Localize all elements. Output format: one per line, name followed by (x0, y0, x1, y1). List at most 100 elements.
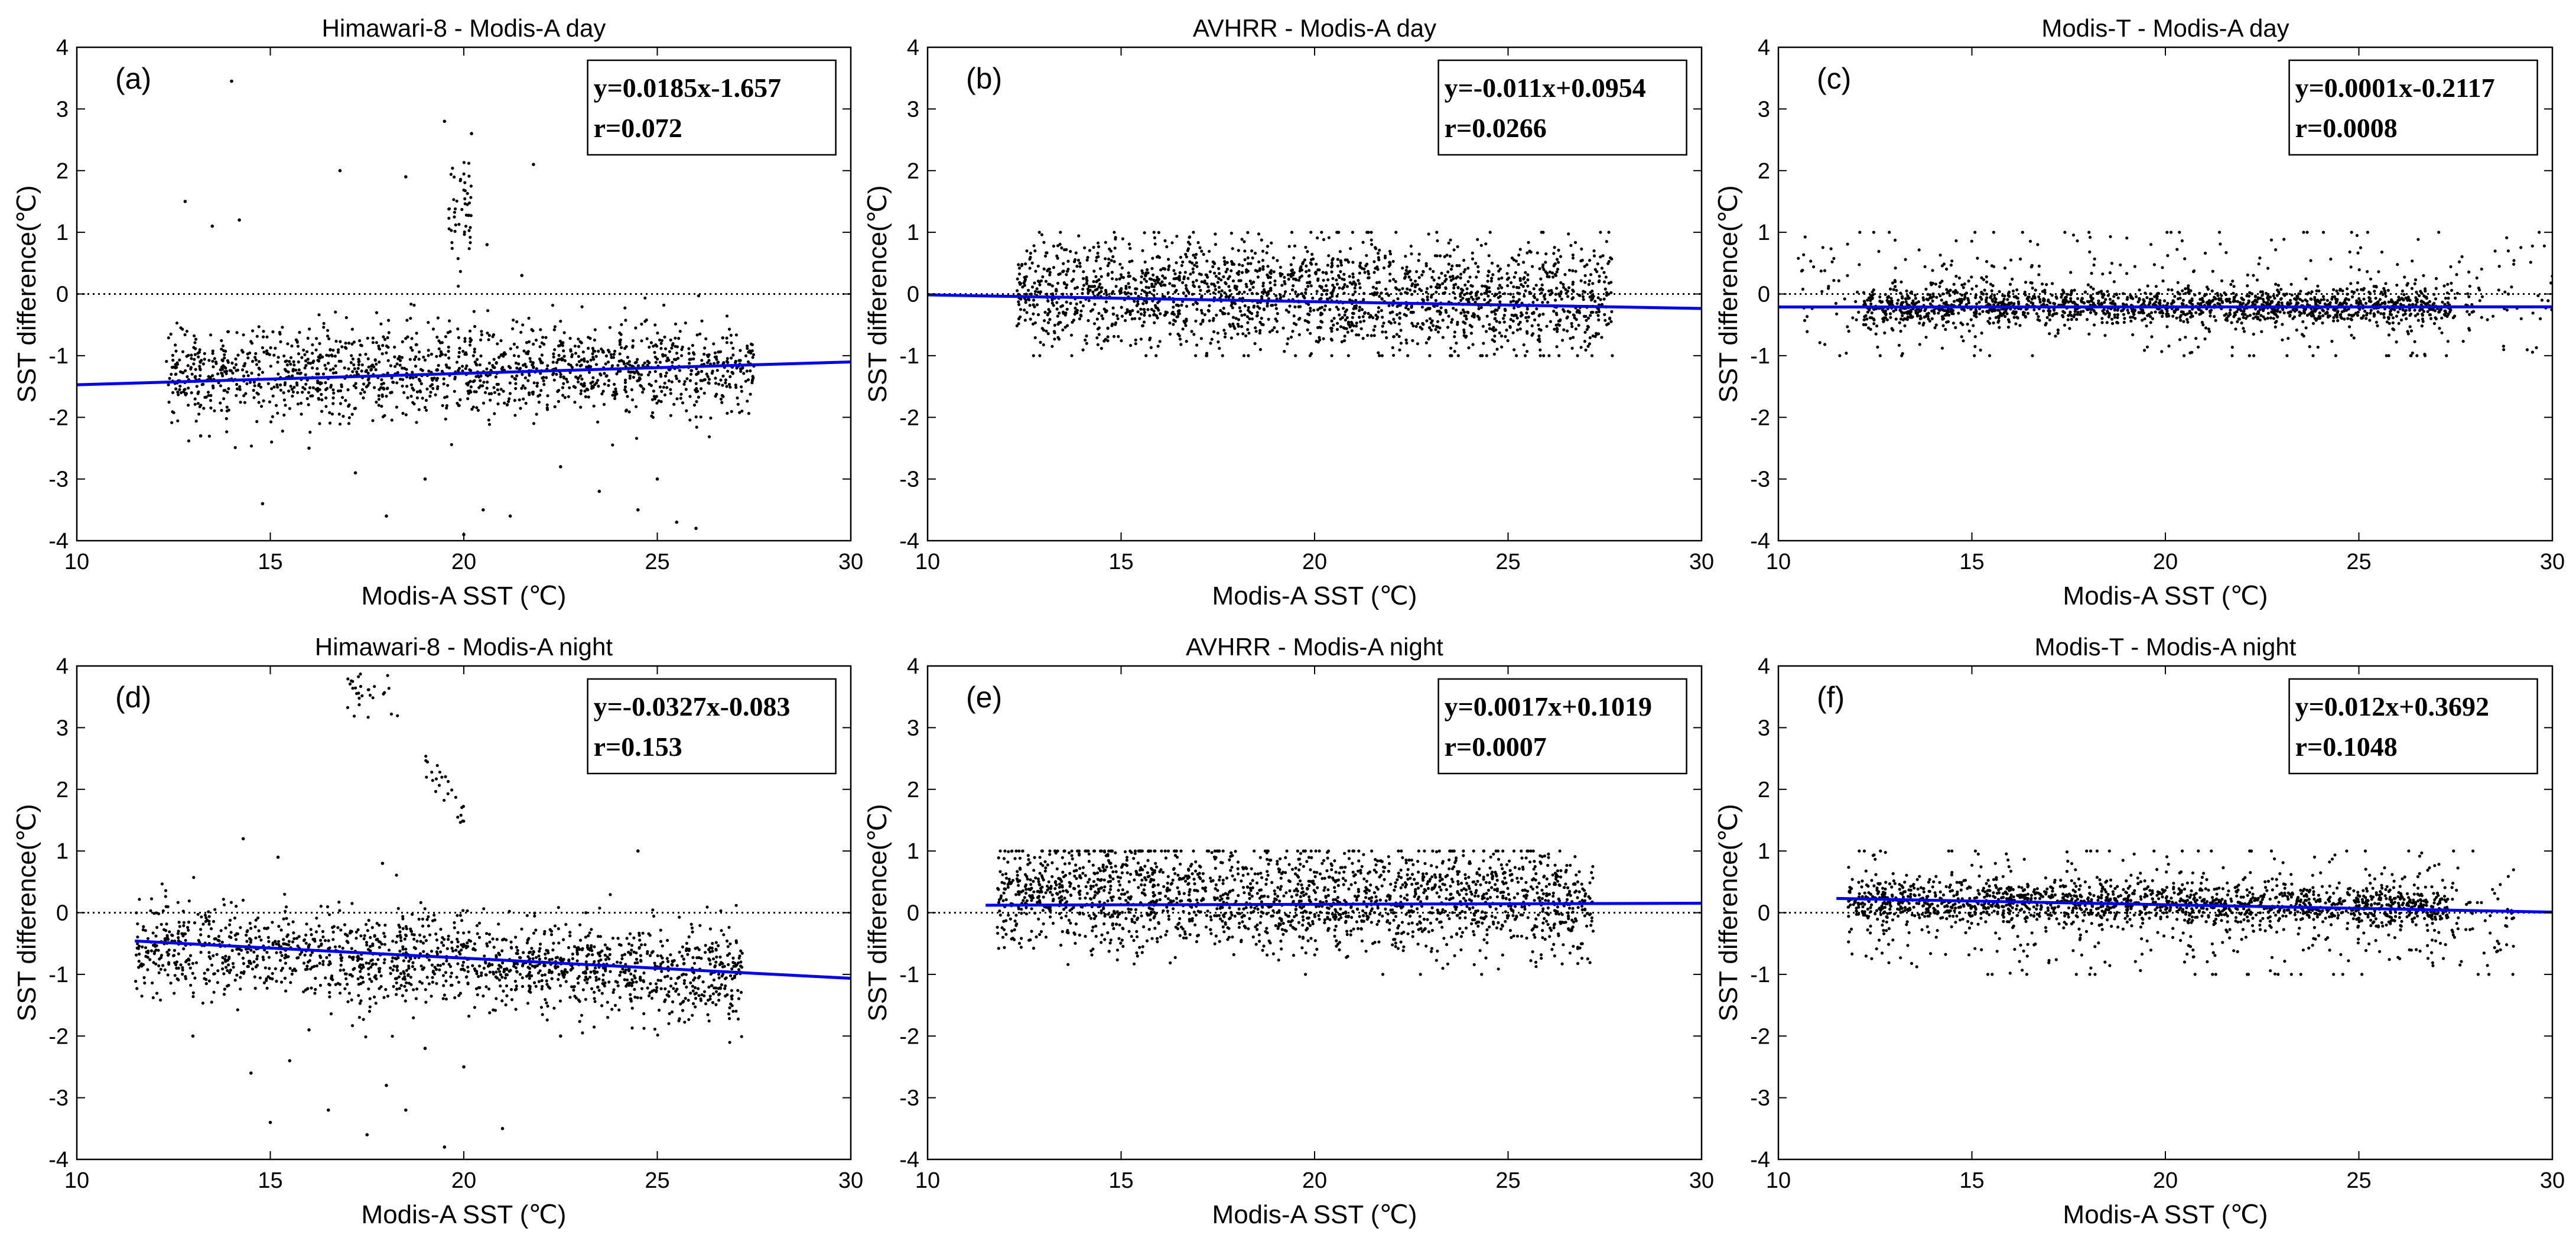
data-point (1522, 343, 1526, 347)
data-point (706, 375, 710, 378)
data-point (1357, 333, 1361, 337)
data-point (751, 356, 754, 359)
data-point (1095, 317, 1099, 321)
data-point (1413, 290, 1417, 293)
data-point (1335, 278, 1338, 282)
data-point (430, 376, 434, 381)
data-point (1436, 330, 1440, 334)
data-point (1426, 295, 1429, 299)
data-point (290, 344, 294, 348)
data-point (619, 369, 622, 373)
data-point (1590, 354, 1594, 358)
data-point (248, 351, 252, 355)
data-point (1581, 295, 1585, 298)
data-point (580, 305, 584, 308)
data-point (1258, 347, 1262, 352)
data-point (1280, 284, 1284, 287)
data-point (322, 321, 326, 325)
data-point (1230, 269, 1233, 272)
data-point (2107, 312, 2111, 316)
data-point (1348, 298, 1352, 302)
data-point (1484, 242, 1488, 246)
data-point (359, 392, 363, 395)
data-point (242, 364, 246, 368)
data-point (487, 334, 491, 337)
data-point (725, 341, 728, 345)
data-point (211, 352, 214, 355)
data-point (1409, 310, 1413, 314)
data-point (552, 378, 556, 382)
data-point (232, 366, 236, 369)
data-point (2230, 321, 2233, 324)
data-point (190, 357, 193, 360)
data-point (626, 362, 629, 365)
data-point (1179, 255, 1182, 259)
data-point (1224, 281, 1227, 284)
data-point (1372, 328, 1375, 332)
data-point (415, 421, 418, 424)
data-point (2209, 314, 2212, 318)
data-point (254, 358, 258, 362)
data-point (187, 386, 190, 390)
data-point (211, 359, 214, 363)
data-point (1078, 261, 1082, 265)
data-point (2032, 308, 2036, 311)
data-point (725, 336, 728, 340)
data-point (1466, 310, 1469, 314)
data-point (256, 392, 260, 396)
data-point (418, 350, 421, 354)
data-point (2391, 316, 2395, 320)
data-point (1450, 320, 1453, 324)
data-point (1925, 312, 1929, 316)
data-point (1465, 317, 1468, 321)
data-point (2136, 300, 2140, 304)
data-point (297, 368, 301, 372)
data-point (320, 381, 323, 385)
data-point (1439, 254, 1442, 258)
data-point (532, 366, 535, 369)
data-point (2006, 326, 2010, 329)
data-point (1157, 230, 1160, 235)
data-point (709, 416, 713, 420)
data-point (337, 348, 340, 352)
data-point (1994, 297, 1998, 301)
data-point (1136, 310, 1140, 314)
data-point (1274, 307, 1278, 310)
data-point (2357, 297, 2361, 300)
data-point (481, 384, 484, 388)
data-point (1031, 322, 1035, 326)
data-point (457, 366, 461, 370)
data-point (695, 425, 698, 429)
data-point (485, 386, 489, 390)
data-point (1063, 313, 1067, 317)
data-point (2015, 316, 2019, 319)
data-point (1033, 281, 1036, 285)
data-point (1152, 309, 1156, 313)
outlier-point (353, 471, 357, 475)
data-point (1057, 272, 1061, 276)
data-point (1053, 323, 1056, 327)
data-point (1589, 314, 1592, 317)
data-point (1321, 271, 1325, 274)
data-point (1572, 313, 1575, 317)
data-point (2275, 294, 2279, 297)
data-point (469, 196, 473, 199)
data-point (662, 303, 666, 307)
data-point (2278, 310, 2282, 314)
data-point (1256, 311, 1259, 314)
data-point (1459, 298, 1463, 302)
data-point (450, 229, 453, 232)
data-point (1461, 288, 1465, 292)
data-point (200, 383, 204, 386)
data-point (1105, 293, 1108, 297)
data-point (454, 207, 457, 211)
data-point (1376, 316, 1380, 319)
data-point (1300, 274, 1303, 278)
data-point (2106, 310, 2109, 313)
data-point (540, 341, 544, 345)
data-point (721, 374, 725, 378)
data-point (623, 381, 627, 384)
data-point (678, 369, 682, 372)
data-point (1036, 290, 1040, 294)
data-point (341, 396, 344, 399)
